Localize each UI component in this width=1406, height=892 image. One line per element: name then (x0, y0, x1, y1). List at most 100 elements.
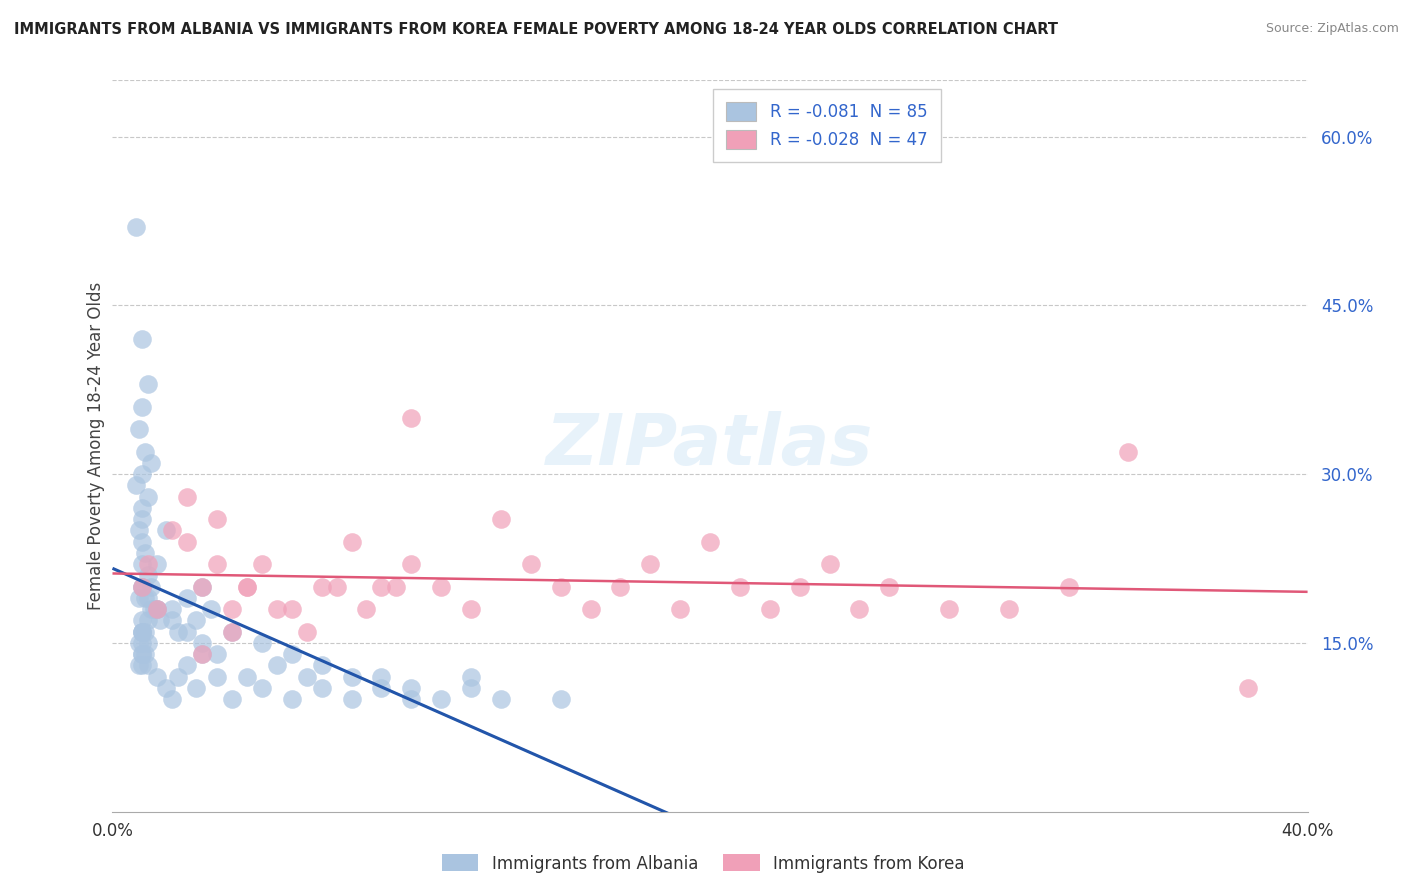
Point (460, 681, 482, 695)
Point (370, 681, 392, 695)
Point (162, 524, 183, 538)
Point (176, 624, 198, 639)
Point (221, 692, 243, 706)
Point (385, 580, 408, 594)
Point (138, 557, 160, 571)
Point (138, 591, 160, 605)
Point (266, 658, 288, 673)
Point (550, 692, 572, 706)
Point (200, 602, 222, 616)
Point (146, 670, 169, 684)
Point (141, 456, 163, 470)
Point (128, 658, 150, 673)
Text: IMMIGRANTS FROM ALBANIA VS IMMIGRANTS FROM KOREA FEMALE POVERTY AMONG 18-24 YEAR: IMMIGRANTS FROM ALBANIA VS IMMIGRANTS FR… (14, 22, 1059, 37)
Point (205, 512, 228, 526)
Point (295, 670, 318, 684)
Point (131, 580, 153, 594)
Point (131, 467, 153, 482)
Point (186, 614, 208, 628)
Y-axis label: Female Poverty Among 18-24 Year Olds: Female Poverty Among 18-24 Year Olds (87, 282, 105, 610)
Point (131, 624, 153, 639)
Point (699, 534, 721, 549)
Point (141, 602, 163, 616)
Point (138, 636, 160, 650)
Point (191, 580, 214, 594)
Point (1237, 681, 1260, 695)
Point (138, 658, 160, 673)
Point (640, 557, 662, 571)
Point (128, 636, 150, 650)
Legend: R = -0.081  N = 85, R = -0.028  N = 47: R = -0.081 N = 85, R = -0.028 N = 47 (713, 88, 941, 162)
Point (759, 602, 782, 616)
Point (401, 557, 423, 571)
Legend: Immigrants from Albania, Immigrants from Korea: Immigrants from Albania, Immigrants from… (434, 847, 972, 880)
Point (141, 580, 163, 594)
Point (460, 670, 482, 684)
Point (1057, 580, 1080, 594)
Point (325, 580, 347, 594)
Point (281, 602, 304, 616)
Point (143, 602, 166, 616)
Point (221, 624, 243, 639)
Point (128, 422, 150, 436)
Point (186, 681, 208, 695)
Point (728, 580, 751, 594)
Point (489, 692, 512, 706)
Point (938, 602, 960, 616)
Point (281, 692, 304, 706)
Point (162, 614, 183, 628)
Point (356, 602, 378, 616)
Point (311, 681, 333, 695)
Point (138, 377, 160, 392)
Point (250, 557, 273, 571)
Point (131, 614, 153, 628)
Point (460, 602, 482, 616)
Point (131, 332, 153, 346)
Point (250, 681, 273, 695)
Point (340, 670, 363, 684)
Point (167, 670, 190, 684)
Point (146, 602, 169, 616)
Point (848, 602, 870, 616)
Point (131, 580, 153, 594)
Point (128, 524, 150, 538)
Point (250, 636, 273, 650)
Point (131, 624, 153, 639)
Text: Source: ZipAtlas.com: Source: ZipAtlas.com (1265, 22, 1399, 36)
Point (205, 557, 228, 571)
Point (149, 614, 172, 628)
Point (236, 580, 259, 594)
Point (176, 490, 198, 504)
Point (131, 512, 153, 526)
Point (520, 557, 543, 571)
Point (311, 580, 333, 594)
Point (236, 670, 259, 684)
Point (131, 580, 153, 594)
Point (176, 591, 198, 605)
Point (370, 580, 392, 594)
Point (191, 636, 214, 650)
Point (162, 692, 183, 706)
Point (205, 670, 228, 684)
Point (146, 602, 169, 616)
Point (879, 580, 901, 594)
Point (579, 602, 602, 616)
Point (167, 624, 190, 639)
Point (131, 624, 153, 639)
Point (131, 400, 153, 414)
Point (370, 670, 392, 684)
Point (340, 534, 363, 549)
Point (125, 478, 148, 492)
Point (236, 580, 259, 594)
Point (155, 524, 177, 538)
Point (131, 647, 153, 661)
Point (401, 681, 423, 695)
Point (998, 602, 1021, 616)
Point (138, 568, 160, 582)
Point (311, 658, 333, 673)
Point (191, 647, 214, 661)
Point (134, 591, 156, 605)
Point (162, 602, 183, 616)
Point (789, 580, 811, 594)
Point (131, 534, 153, 549)
